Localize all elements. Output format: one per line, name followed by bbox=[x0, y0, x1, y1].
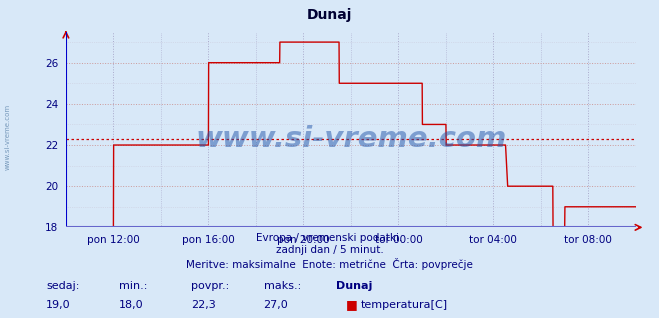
Text: sedaj:: sedaj: bbox=[46, 281, 80, 291]
Text: ■: ■ bbox=[346, 298, 358, 311]
Text: 18,0: 18,0 bbox=[119, 300, 143, 309]
Text: Dunaj: Dunaj bbox=[307, 8, 352, 22]
Text: Dunaj: Dunaj bbox=[336, 281, 372, 291]
Text: temperatura[C]: temperatura[C] bbox=[361, 300, 448, 309]
Text: 19,0: 19,0 bbox=[46, 300, 71, 309]
Text: 22,3: 22,3 bbox=[191, 300, 216, 309]
Text: www.si-vreme.com: www.si-vreme.com bbox=[195, 125, 507, 153]
Text: 27,0: 27,0 bbox=[264, 300, 289, 309]
Text: www.si-vreme.com: www.si-vreme.com bbox=[5, 104, 11, 170]
Text: min.:: min.: bbox=[119, 281, 147, 291]
Text: povpr.:: povpr.: bbox=[191, 281, 229, 291]
Text: Meritve: maksimalne  Enote: metrične  Črta: povprečje: Meritve: maksimalne Enote: metrične Črta… bbox=[186, 258, 473, 270]
Text: zadnji dan / 5 minut.: zadnji dan / 5 minut. bbox=[275, 245, 384, 255]
Text: maks.:: maks.: bbox=[264, 281, 301, 291]
Text: Evropa / vremenski podatki.: Evropa / vremenski podatki. bbox=[256, 233, 403, 243]
